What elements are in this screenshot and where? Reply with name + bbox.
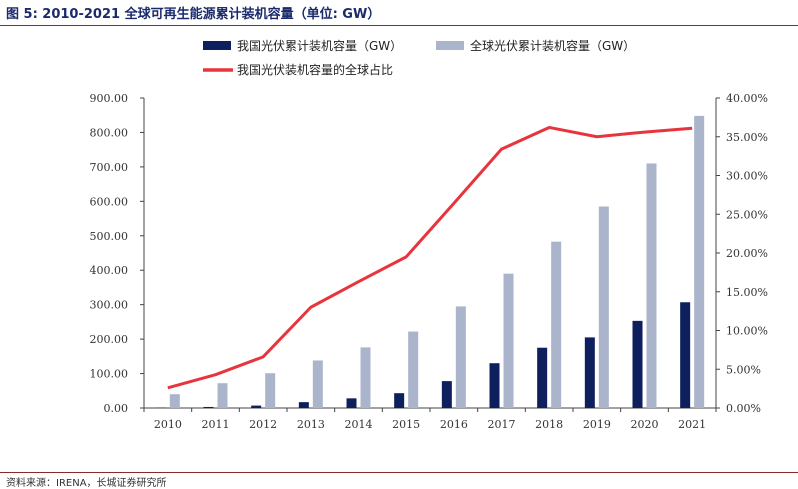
bar-series (156, 116, 704, 408)
bar-china-2021 (680, 302, 690, 408)
left-tick-label: 300.00 (90, 299, 129, 312)
bar-china-2018 (537, 348, 547, 408)
x-tick-label: 2017 (488, 418, 516, 431)
bar-global-2018 (551, 242, 561, 408)
left-tick-label: 600.00 (90, 195, 129, 208)
left-tick-label: 400.00 (90, 264, 129, 277)
right-tick-label: 40.00% (726, 92, 768, 105)
bar-china-2012 (251, 406, 261, 408)
left-tick-label: 100.00 (90, 368, 129, 381)
bar-global-2017 (504, 274, 514, 408)
legend-swatch (203, 41, 231, 50)
bar-global-2012 (265, 373, 275, 408)
bar-global-2019 (599, 207, 609, 409)
bar-china-2019 (585, 337, 595, 408)
x-tick-label: 2012 (249, 418, 277, 431)
right-tick-label: 5.00% (726, 363, 761, 376)
bar-global-2011 (218, 383, 228, 408)
x-tick-label: 2021 (678, 418, 706, 431)
bar-global-2021 (694, 116, 704, 408)
bar-china-2020 (633, 321, 643, 408)
right-tick-label: 0.00% (726, 402, 761, 415)
right-tick-label: 35.00% (726, 131, 768, 144)
bar-china-2011 (204, 407, 214, 408)
legend-label: 我国光伏装机容量的全球占比 (237, 62, 393, 77)
right-tick-label: 20.00% (726, 247, 768, 260)
x-tick-label: 2019 (583, 418, 611, 431)
bar-global-2016 (456, 306, 466, 408)
x-tick-label: 2016 (440, 418, 468, 431)
bar-global-2014 (361, 347, 371, 408)
bar-china-2016 (442, 381, 452, 408)
line-china-share (168, 127, 692, 387)
chart-canvas: 我国光伏累计装机容量（GW） 全球光伏累计装机容量（GW） 我国光伏装机容量的全球占… (0, 0, 798, 478)
left-tick-label: 0.00 (104, 402, 129, 415)
legend-label: 全球光伏累计装机容量（GW） (470, 38, 635, 53)
bar-china-2013 (299, 402, 309, 408)
left-tick-label: 200.00 (90, 333, 129, 346)
right-tick-label: 30.00% (726, 170, 768, 183)
x-tick-label: 2013 (297, 418, 325, 431)
left-tick-label: 700.00 (90, 161, 129, 174)
x-tick-label: 2020 (631, 418, 659, 431)
bar-china-2014 (347, 398, 357, 408)
bar-global-2013 (313, 360, 323, 408)
left-tick-label: 900.00 (90, 92, 129, 105)
x-tick-label: 2010 (154, 418, 182, 431)
source-note: 资料来源：IRENA，长城证券研究所 (6, 474, 167, 489)
bar-global-2015 (408, 332, 418, 408)
bar-china-2017 (490, 363, 500, 408)
bar-global-2020 (647, 163, 657, 408)
x-tick-label: 2014 (345, 418, 373, 431)
x-tick-label: 2015 (392, 418, 420, 431)
x-tick-label: 2018 (535, 418, 563, 431)
footer-divider (0, 472, 798, 473)
x-tick-label: 2011 (202, 418, 230, 431)
line-series (168, 127, 693, 388)
legend-label: 我国光伏累计装机容量（GW） (237, 38, 402, 53)
left-tick-label: 500.00 (90, 230, 129, 243)
legend: 我国光伏累计装机容量（GW） 全球光伏累计装机容量（GW） 我国光伏装机容量的全球占… (203, 38, 635, 77)
right-tick-label: 15.00% (726, 286, 768, 299)
right-tick-label: 10.00% (726, 325, 768, 338)
bar-global-2010 (170, 394, 180, 408)
bar-china-2015 (394, 393, 404, 408)
legend-swatch (436, 41, 464, 50)
right-tick-label: 25.00% (726, 208, 768, 221)
left-tick-label: 800.00 (90, 126, 129, 139)
